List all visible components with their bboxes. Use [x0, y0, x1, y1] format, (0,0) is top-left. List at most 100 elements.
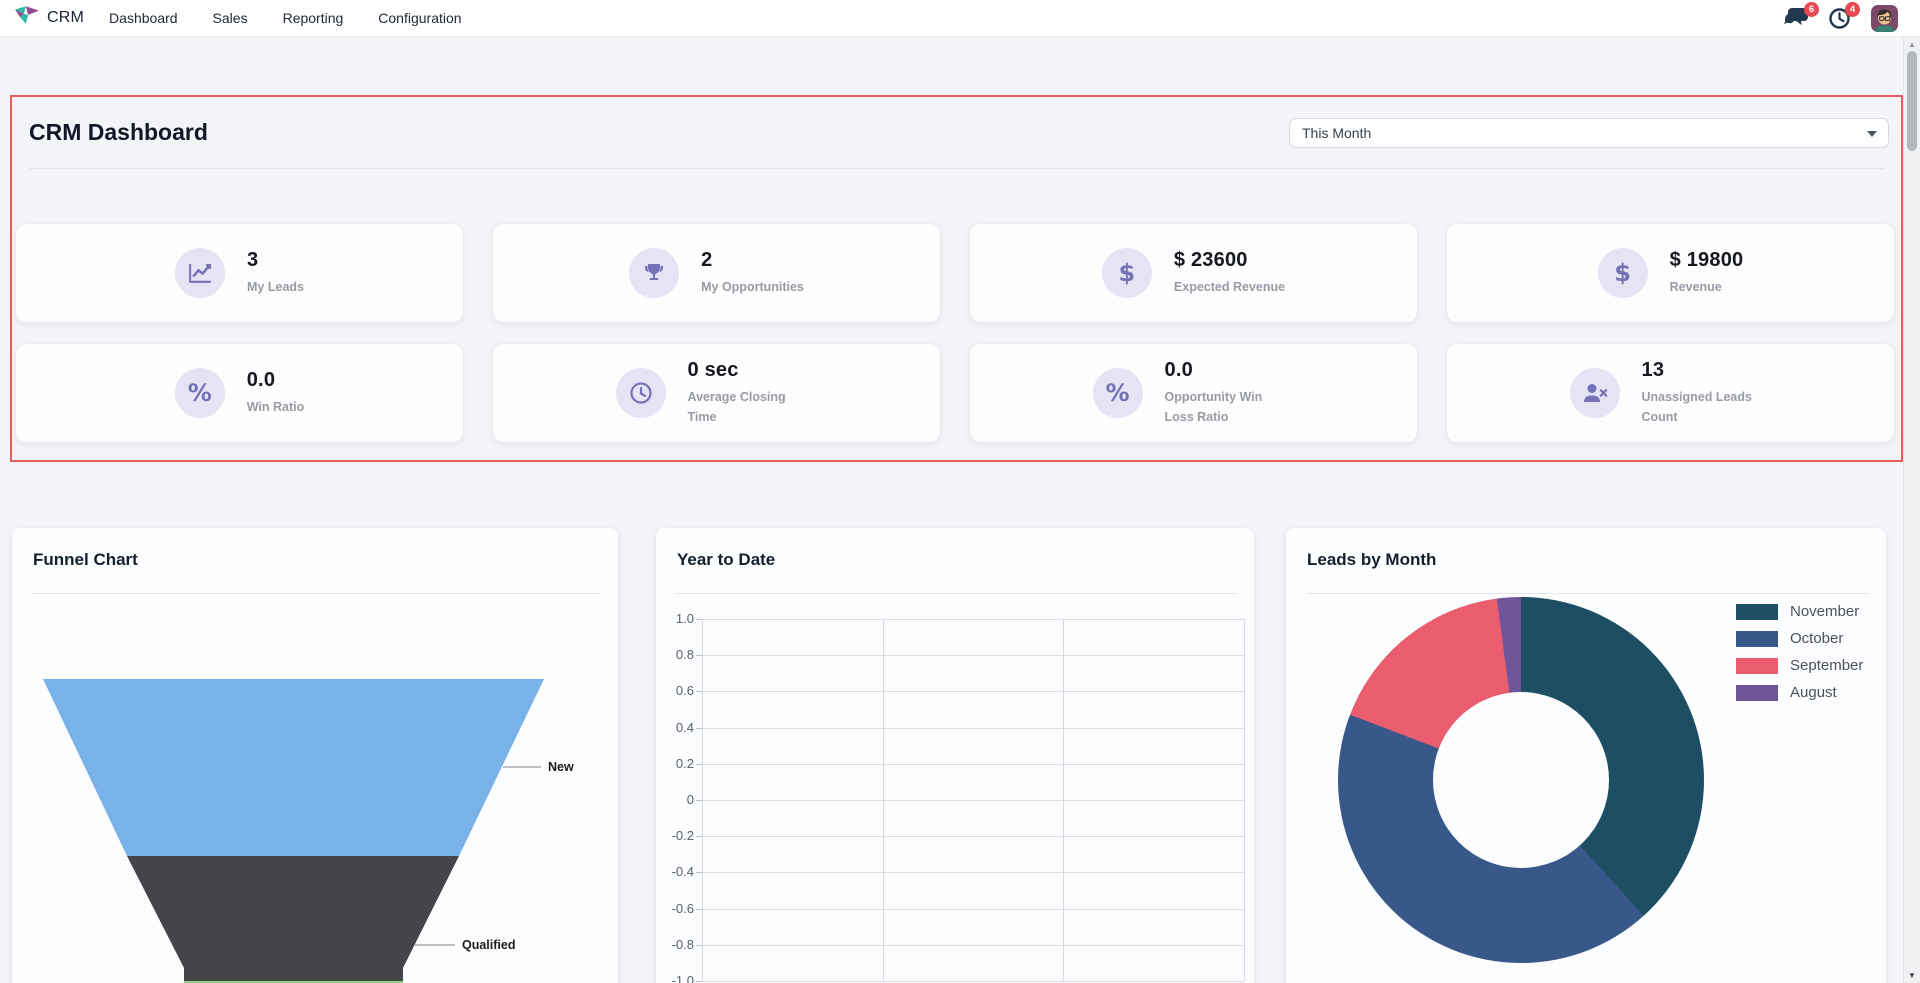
chat-bubbles-icon — [1783, 8, 1810, 34]
kpi-grid: 3 My Leads 2 My Opportunities $ $ 23600 — [16, 224, 1894, 442]
leads-by-month-title: Leads by Month — [1307, 550, 1437, 569]
gridline-horizontal — [702, 655, 1244, 657]
gridline-horizontal — [702, 763, 1244, 765]
chevron-down-icon — [1867, 130, 1877, 137]
gridline-horizontal — [702, 981, 1244, 982]
kpi-card-opportunity-win-loss-ratio[interactable]: % 0.0 Opportunity Win Loss Ratio — [970, 344, 1417, 442]
kpi-label: Revenue — [1669, 279, 1722, 294]
kpi-value: 0.0 — [1164, 359, 1193, 382]
y-axis-tick-label: 0.4 — [675, 719, 694, 735]
kpi-card-my-leads[interactable]: 3 My Leads — [16, 224, 463, 322]
kpi-value: $ 19800 — [1669, 248, 1744, 271]
y-axis-tick-label: 0.6 — [675, 683, 694, 699]
kpi-card-average-closing-time[interactable]: 0 sec Average Closing Time — [493, 344, 940, 442]
legend-item-august[interactable]: August — [1736, 684, 1863, 701]
donut-legend: November October September August — [1736, 603, 1863, 701]
user-avatar[interactable] — [1871, 5, 1898, 32]
period-filter-value: This Month — [1302, 124, 1372, 141]
main-menu: Dashboard Sales Reporting Configuration — [103, 6, 468, 30]
gridline-horizontal — [702, 944, 1244, 946]
y-axis-tick-label: -0.4 — [671, 864, 694, 880]
activities-button[interactable]: 4 — [1828, 2, 1860, 35]
legend-label: November — [1790, 603, 1860, 620]
kpi-card-win-ratio[interactable]: % 0.0 Win Ratio — [16, 344, 463, 442]
kpi-value: 13 — [1641, 359, 1665, 382]
scrollbar[interactable]: ▲ ▼ — [1903, 37, 1920, 983]
kpi-card-my-opportunities[interactable]: 2 My Opportunities — [493, 224, 940, 322]
user-x-icon — [1569, 368, 1620, 418]
legend-swatch-august — [1736, 684, 1778, 701]
y-axis-tick-label: -0.2 — [671, 828, 694, 844]
kpi-value: 2 — [701, 248, 713, 271]
gridline-horizontal — [702, 836, 1244, 838]
legend-label: October — [1790, 630, 1844, 647]
kpi-label: Win Ratio — [246, 399, 305, 414]
funnel-label-qualified: Qualified — [462, 938, 515, 952]
kpi-value: 0 sec — [687, 359, 739, 382]
dashboard-header: CRM Dashboard This Month — [12, 97, 1901, 168]
y-axis-tick-label: 1.0 — [675, 611, 694, 626]
legend-label: September — [1790, 657, 1864, 674]
y-axis-tick — [696, 691, 702, 693]
kpi-card-expected-revenue[interactable]: $ $ 23600 Expected Revenue — [970, 224, 1417, 322]
gridline-vertical — [1063, 619, 1065, 981]
gridline-vertical — [882, 619, 884, 981]
legend-item-october[interactable]: October — [1736, 630, 1863, 647]
card-divider — [676, 593, 1236, 594]
app-brand[interactable]: CRM — [14, 4, 84, 32]
menu-sales[interactable]: Sales — [212, 10, 248, 26]
y-axis-tick — [696, 836, 702, 838]
scroll-down-arrow-icon[interactable]: ▼ — [1908, 971, 1916, 980]
legend-item-november[interactable]: November — [1736, 603, 1863, 620]
kpi-label: Unassigned Leads Count — [1641, 390, 1752, 424]
percent-icon: % — [1092, 368, 1143, 418]
messages-button[interactable]: 6 — [1783, 2, 1819, 35]
gridline-horizontal — [702, 691, 1244, 693]
y-axis-tick — [696, 763, 702, 765]
gridline-horizontal — [702, 619, 1244, 620]
gridline-horizontal — [702, 800, 1244, 801]
kpi-label: Expected Revenue — [1173, 279, 1286, 294]
trending-up-icon — [175, 248, 226, 298]
y-axis-tick — [696, 908, 702, 910]
legend-item-september[interactable]: September — [1736, 657, 1863, 674]
dollar-icon: $ — [1101, 248, 1152, 298]
y-axis-tick-label: -1.0 — [671, 973, 694, 983]
leads-donut — [1338, 597, 1704, 963]
crm-logo-icon — [14, 4, 40, 32]
clock-icon — [615, 368, 666, 418]
funnel-chart-card: Funnel Chart New Qualified — [12, 528, 618, 983]
gridline-horizontal — [702, 872, 1244, 874]
y-axis-tick — [696, 619, 702, 620]
funnel-chart-title: Funnel Chart — [33, 550, 138, 569]
gridline-horizontal — [702, 727, 1244, 729]
scroll-up-arrow-icon[interactable]: ▲ — [1908, 40, 1916, 49]
year-to-date-title: Year to Date — [677, 550, 776, 569]
funnel-chart: New Qualified — [43, 679, 574, 983]
kpi-card-unassigned-leads-count[interactable]: 13 Unassigned Leads Count — [1447, 344, 1894, 442]
menu-dashboard[interactable]: Dashboard — [109, 10, 178, 26]
trophy-icon — [629, 248, 680, 298]
kpi-value: $ 23600 — [1173, 248, 1248, 271]
card-divider — [1306, 593, 1868, 594]
clock-icon — [1828, 8, 1851, 34]
y-axis-tick-label: 0.2 — [675, 755, 694, 771]
period-filter-select[interactable]: This Month — [1289, 117, 1889, 148]
card-divider — [32, 593, 600, 594]
top-navbar: CRM Dashboard Sales Reporting Configurat… — [0, 0, 1920, 37]
kpi-card-revenue[interactable]: $ $ 19800 Revenue — [1447, 224, 1894, 322]
legend-swatch-september — [1736, 657, 1778, 674]
kpi-label: Opportunity Win Loss Ratio — [1164, 390, 1263, 424]
y-axis-tick — [696, 655, 702, 657]
kpi-label: My Leads — [247, 279, 304, 294]
activities-badge: 4 — [1845, 2, 1860, 17]
scrollbar-thumb[interactable] — [1907, 51, 1917, 151]
legend-label: August — [1790, 684, 1837, 701]
y-axis-tick-label: -0.8 — [671, 936, 694, 952]
y-axis-tick-label: 0.8 — [675, 647, 694, 663]
legend-swatch-october — [1736, 630, 1778, 647]
y-axis-tick — [696, 800, 702, 801]
menu-configuration[interactable]: Configuration — [378, 10, 462, 26]
menu-reporting[interactable]: Reporting — [282, 10, 344, 26]
kpi-label: Average Closing Time — [687, 390, 786, 424]
